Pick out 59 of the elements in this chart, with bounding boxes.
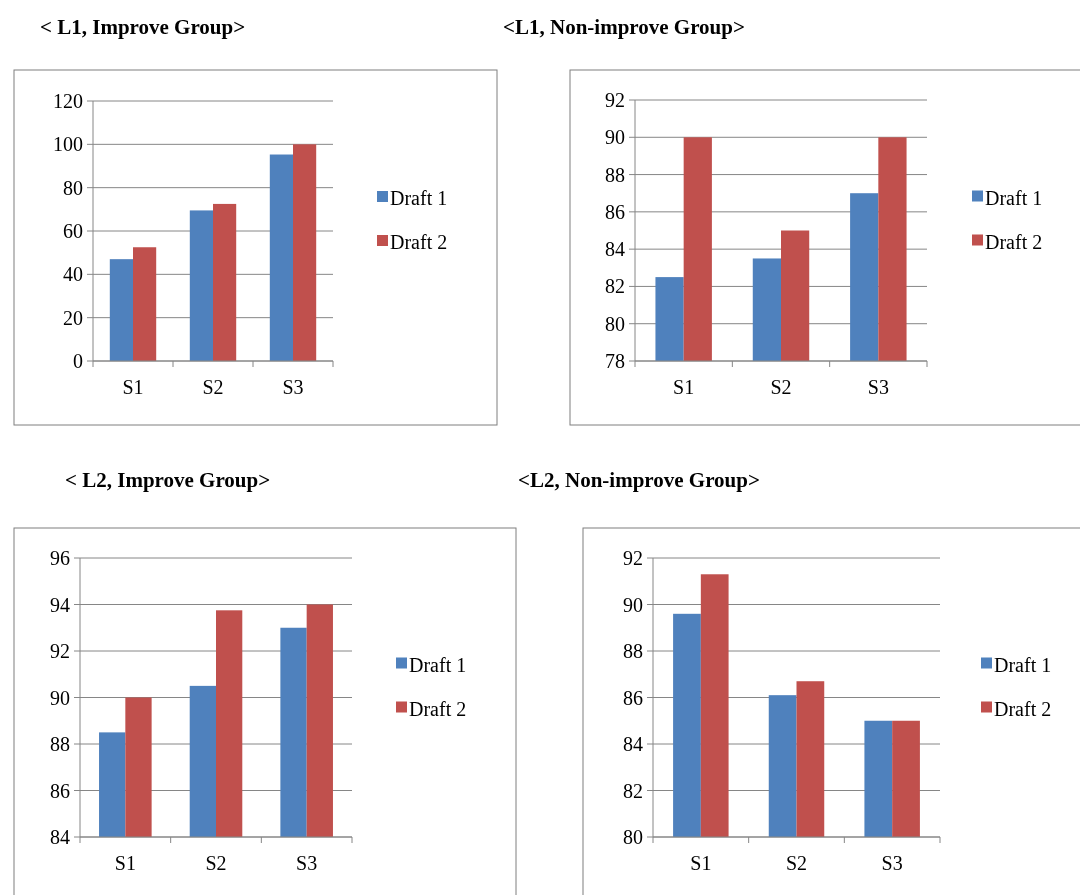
y-tick-label: 94 bbox=[50, 593, 70, 616]
x-tick-label: S2 bbox=[202, 376, 224, 398]
y-tick-label: 84 bbox=[605, 238, 625, 261]
bar bbox=[293, 144, 317, 361]
legend-label: Draft 2 bbox=[409, 697, 467, 720]
x-tick-label: S3 bbox=[296, 852, 318, 874]
y-tick-label: 84 bbox=[50, 826, 70, 848]
y-tick-label: 80 bbox=[623, 826, 643, 848]
legend-label: Draft 2 bbox=[390, 231, 448, 253]
legend-label: Draft 2 bbox=[985, 230, 1043, 253]
y-tick-label: 78 bbox=[605, 350, 625, 372]
chart-title: <L2, Non-improve Group> bbox=[518, 468, 760, 492]
y-tick-label: 0 bbox=[73, 350, 83, 372]
chart-title: <L1, Non-improve Group> bbox=[503, 15, 745, 39]
x-tick-label: S3 bbox=[881, 852, 903, 874]
y-tick-label: 20 bbox=[63, 306, 83, 329]
x-tick-label: S1 bbox=[673, 376, 695, 398]
bar bbox=[109, 259, 133, 361]
y-tick-label: 86 bbox=[50, 779, 70, 802]
y-tick-label: 60 bbox=[63, 220, 83, 242]
y-tick-label: 92 bbox=[50, 640, 70, 662]
y-tick-label: 82 bbox=[605, 275, 625, 298]
y-tick-label: 80 bbox=[63, 176, 83, 199]
y-tick-label: 96 bbox=[50, 547, 70, 569]
y-tick-label: 100 bbox=[53, 133, 83, 156]
x-tick-label: S2 bbox=[785, 852, 808, 874]
legend-label: Draft 2 bbox=[994, 697, 1052, 720]
legend-label: Draft 1 bbox=[994, 653, 1052, 676]
bar bbox=[133, 247, 157, 361]
y-tick-label: 84 bbox=[623, 733, 643, 755]
y-tick-label: 90 bbox=[50, 686, 70, 709]
chart-title: < L2, Improve Group> bbox=[65, 468, 271, 492]
bar bbox=[189, 210, 213, 361]
legend-label: Draft 1 bbox=[390, 187, 448, 209]
y-tick-label: 90 bbox=[605, 126, 625, 149]
legend-label: Draft 1 bbox=[985, 186, 1043, 209]
x-tick-label: S1 bbox=[690, 852, 712, 874]
x-tick-label: S1 bbox=[114, 852, 136, 874]
x-tick-label: S2 bbox=[205, 852, 227, 874]
bar bbox=[213, 203, 237, 361]
y-tick-label: 86 bbox=[623, 686, 643, 709]
bar bbox=[269, 154, 293, 361]
y-tick-label: 88 bbox=[50, 733, 70, 755]
legend-label: Draft 1 bbox=[409, 653, 467, 676]
y-tick-label: 80 bbox=[605, 312, 625, 335]
y-tick-label: 90 bbox=[623, 593, 643, 616]
x-tick-label: S1 bbox=[122, 376, 144, 398]
x-tick-label: S3 bbox=[867, 376, 889, 398]
y-tick-label: 86 bbox=[605, 200, 625, 223]
y-tick-label: 120 bbox=[53, 90, 83, 112]
y-tick-label: 88 bbox=[623, 640, 643, 662]
y-tick-label: 88 bbox=[605, 163, 625, 186]
y-tick-label: 82 bbox=[623, 779, 643, 802]
x-tick-label: S2 bbox=[770, 376, 792, 398]
x-tick-label: S3 bbox=[282, 376, 304, 398]
y-tick-label: 92 bbox=[605, 89, 625, 111]
chart-title: < L1, Improve Group> bbox=[40, 15, 246, 39]
y-tick-label: 92 bbox=[623, 547, 643, 569]
y-tick-label: 40 bbox=[63, 263, 83, 286]
